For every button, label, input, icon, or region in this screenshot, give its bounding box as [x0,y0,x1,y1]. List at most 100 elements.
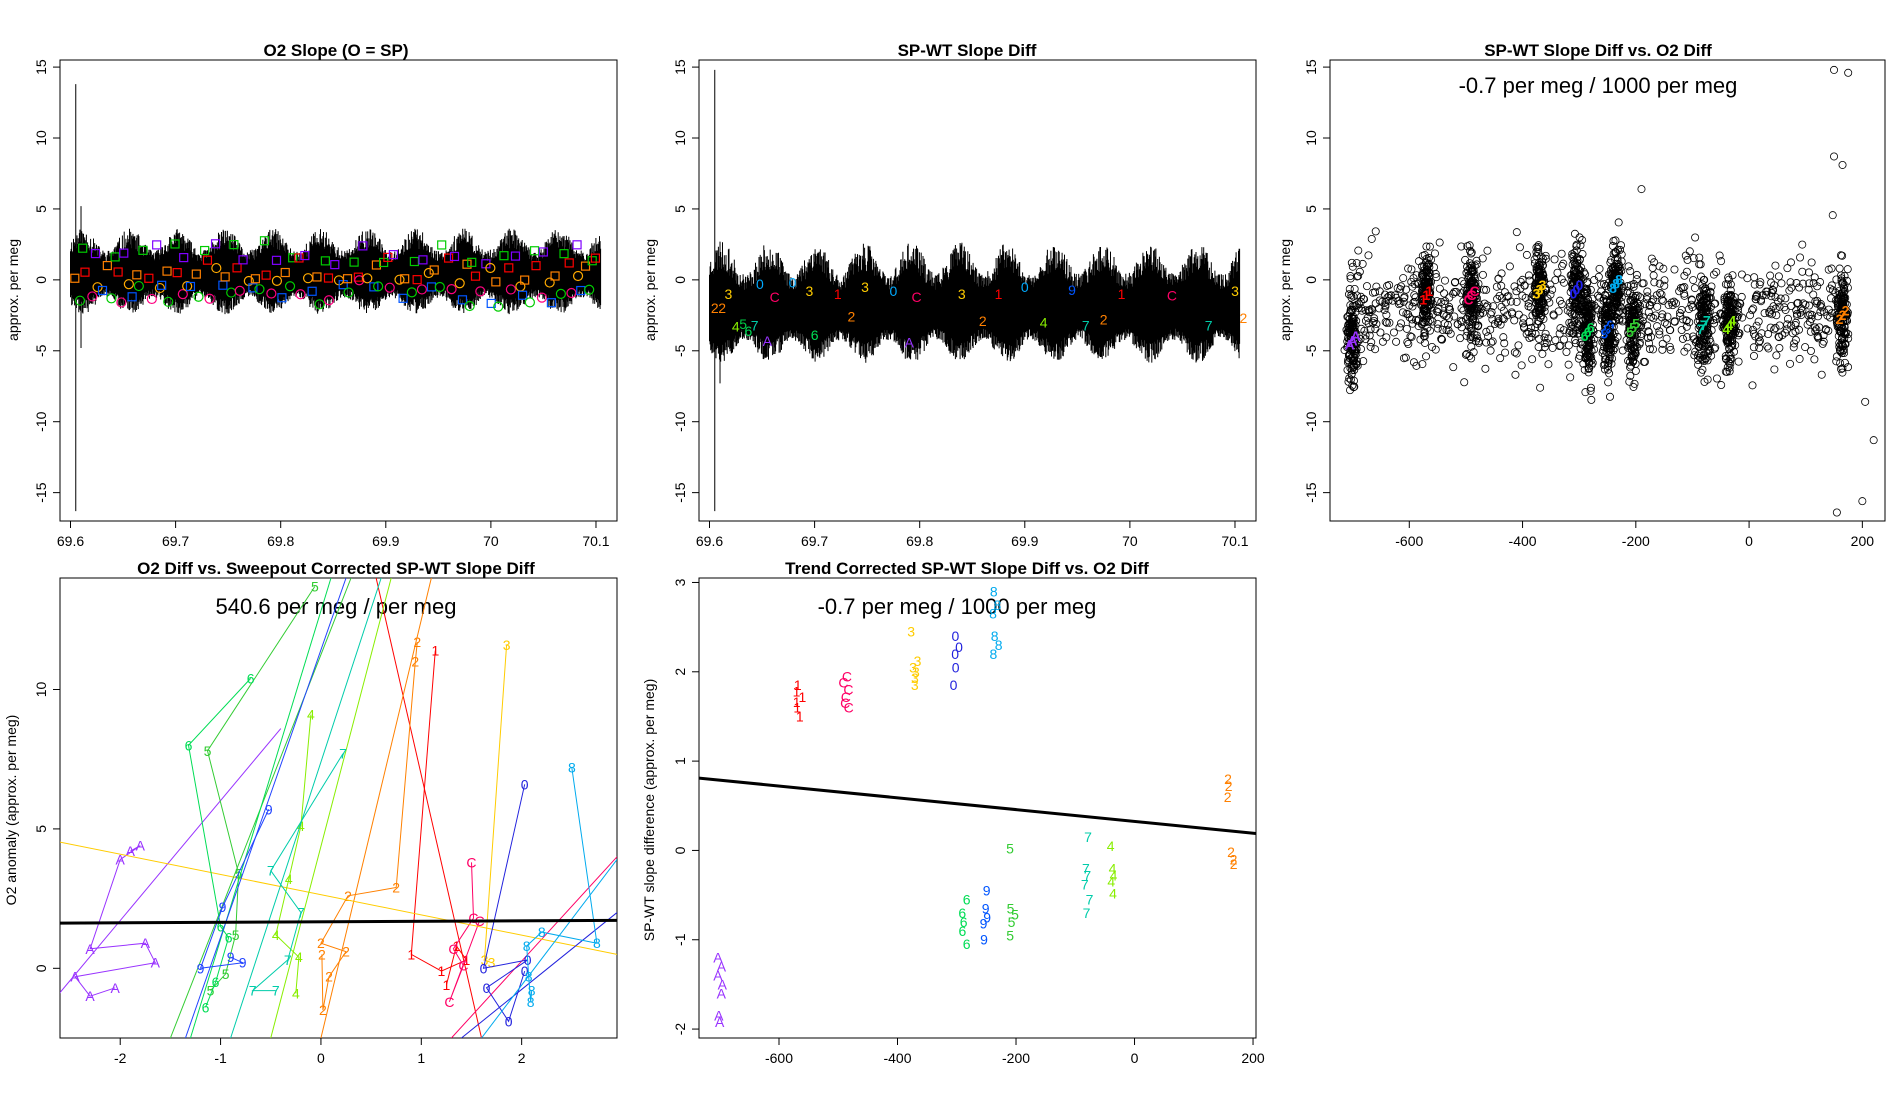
data-point [1810,273,1819,282]
data-point [1550,255,1559,264]
data-point [1401,353,1410,362]
data-point [1678,334,1687,343]
data-point [1482,303,1491,312]
data-point [1493,294,1502,303]
data-point [1838,341,1847,350]
data-point [1519,314,1528,323]
data-point [1510,282,1519,291]
y-tick-label: -10 [1303,411,1319,431]
data-point [1680,271,1689,280]
plot-frame [59,577,618,1039]
data-point [1568,321,1577,330]
data-point [1647,298,1656,307]
regression-line [699,776,1256,835]
y-tick-label: 5 [672,205,688,213]
circle-marker [584,284,595,295]
square-marker [400,274,410,284]
data-point [1649,314,1658,323]
group-point-label: 6 [202,999,210,1015]
cluster-label: 2 [1836,311,1844,327]
data-point [1612,291,1621,300]
series-trace [709,242,1241,363]
data-point [1697,368,1706,377]
data-point [1361,306,1370,315]
data-point [1817,303,1826,312]
square-marker [504,263,514,273]
group-point-label: C [468,910,478,926]
square-marker [220,272,230,282]
data-point [1536,383,1545,392]
square-marker [288,253,298,263]
data-point [1775,344,1784,353]
group-point-label: 5 [207,983,215,999]
square-marker [418,255,428,265]
group-point-label: C [844,700,854,716]
data-point [1497,281,1506,290]
square-marker [200,245,210,256]
square-marker [470,271,481,281]
group-point-label: 4 [1110,867,1118,883]
data-point [1366,325,1375,334]
point-label: 4 [732,319,740,335]
square-marker [261,270,271,280]
group-point-label: 9 [983,883,991,899]
group-point-label: 1 [793,700,801,716]
group-point-label: 0 [952,659,960,675]
data-point [1839,283,1848,292]
group-point-label: 6 [958,905,966,921]
group-path [410,650,468,986]
y-tick-label: 2 [672,668,688,676]
data-point [1763,342,1772,351]
group-point-label: 4 [1109,860,1117,876]
circle-marker [314,299,325,310]
data-point [1549,311,1558,320]
y-tick-label: -5 [33,344,49,357]
data-point [1633,304,1642,313]
data-point [1569,329,1578,338]
data-point [1701,321,1710,330]
data-point [1402,285,1411,294]
data-point [1843,265,1852,274]
data-point [1581,270,1590,279]
data-point [1690,284,1699,293]
data-point [1469,296,1478,305]
data-point [1583,353,1592,362]
panel-o2-slope: O2 Slope (O = SP) approx. per meg 69.6 69… [5,41,618,549]
data-point [1493,318,1502,327]
data-point [1405,313,1414,322]
data-point [1584,364,1593,373]
data-point [1838,251,1847,260]
data-point [1726,324,1735,333]
data-point [1467,342,1476,351]
y-tick-label: -5 [672,344,688,357]
group-point-label: 2 [319,1002,327,1018]
circle-marker [163,296,174,307]
data-point [1765,307,1774,316]
outlier-point [1637,185,1646,194]
data-point [1776,294,1785,303]
group-point-label: 3 [488,955,496,971]
data-point [1522,330,1531,339]
square-marker [102,260,112,271]
group-point-label: A [126,843,136,859]
square-marker [349,257,359,267]
data-point [1496,354,1505,363]
group-point-label: 8 [991,628,999,644]
point-label: 2 [711,300,719,316]
data-point [1486,346,1495,355]
data-point [1532,247,1541,256]
square-marker [238,255,248,265]
cluster-label: A [1351,328,1361,344]
data-point [1487,308,1496,317]
point-label: 7 [751,317,759,333]
data-point [1597,287,1606,296]
group-point-label: 4 [272,927,280,943]
data-point [1755,280,1764,289]
data-point [1723,339,1732,348]
data-point [1843,308,1852,317]
data-point [1483,301,1492,310]
data-point [1648,263,1657,272]
y-tick-label: 10 [1303,130,1319,146]
data-point [1623,287,1632,296]
data-point [1372,319,1381,328]
